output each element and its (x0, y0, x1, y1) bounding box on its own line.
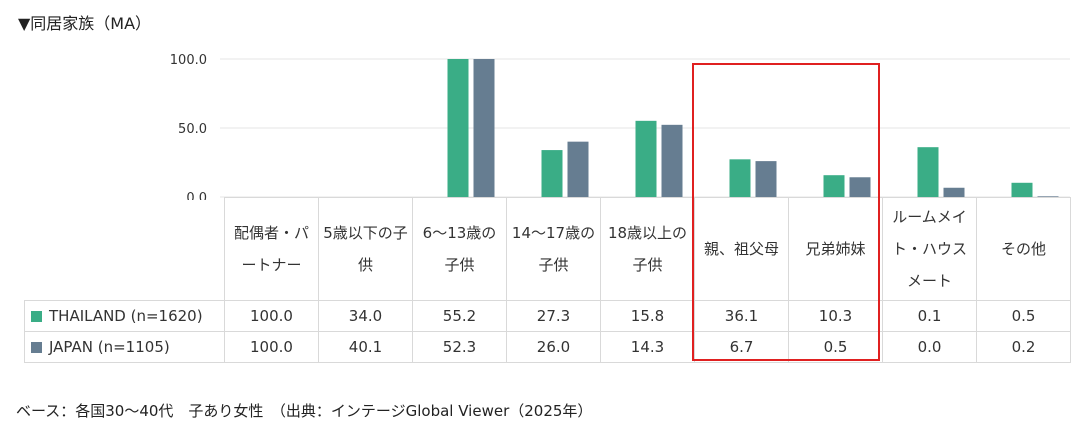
bar-japan (849, 177, 871, 197)
value-cell: 36.1 (694, 300, 789, 332)
y-tick-label: 0.0 (186, 191, 207, 200)
bar-thailand (447, 59, 469, 197)
legend-label-thailand: THAILAND (n=1620) (49, 307, 203, 325)
y-tick-label: 100.0 (170, 53, 207, 68)
value-cell: 10.3 (788, 300, 883, 332)
legend-entry-japan: JAPAN (n=1105) (24, 331, 225, 363)
category-header-row: 配偶者・パートナー 5歳以下の子供 6～13歳の子供 14～17歳の子供 18歳以上の子… (25, 197, 1071, 301)
legend-swatch-thailand (31, 311, 42, 322)
value-cell: 0.1 (882, 300, 977, 332)
value-cell: 0.0 (882, 331, 977, 363)
value-cell: 26.0 (506, 331, 601, 363)
y-tick-label: 50.0 (178, 122, 207, 137)
bar-thailand (635, 120, 657, 197)
category-label-text: 14～17歳の子供 (511, 224, 596, 274)
value-cell: 0.2 (976, 331, 1071, 363)
value-cell: 14.3 (600, 331, 695, 363)
bar-japan (567, 141, 589, 197)
table-corner (25, 198, 225, 301)
bar-thailand (541, 150, 563, 197)
bar-japan (943, 187, 965, 197)
table-row-thailand: THAILAND (n=1620) 100.0 34.0 55.2 27.3 15.8 3… (24, 300, 1071, 332)
value-cell: 55.2 (412, 300, 507, 332)
bar-thailand (917, 147, 939, 197)
bar-plot: 100.0 50.0 0.0 (170, 53, 1070, 200)
table-row-japan: JAPAN (n=1105) 100.0 40.1 52.3 26.0 14.3 6.7 0… (24, 331, 1071, 363)
category-label-text: 18歳以上の子供 (607, 224, 688, 274)
data-table: 配偶者・パートナー 5歳以下の子供 6～13歳の子供 14～17歳の子供 18歳以上の子… (24, 197, 1071, 363)
category-label-text: 5歳以下の子供 (323, 224, 408, 274)
bar-japan (473, 59, 495, 197)
value-cell: 40.1 (318, 331, 413, 363)
value-cell: 34.0 (318, 300, 413, 332)
bar-japan (661, 124, 683, 197)
category-label-2: 6～13歳の子供 (412, 197, 507, 301)
legend-label-japan: JAPAN (n=1105) (49, 338, 170, 356)
category-label-text: 親、祖父母 (703, 240, 779, 258)
category-label-1: 5歳以下の子供 (318, 197, 413, 301)
category-label-text: 6～13歳の子供 (422, 224, 497, 274)
category-label-text: 配偶者・パートナー (233, 224, 309, 274)
category-label-7: ルームメイト・ハウスメート (882, 197, 977, 301)
value-cell: 6.7 (694, 331, 789, 363)
value-cell: 0.5 (788, 331, 883, 363)
value-cell: 100.0 (224, 331, 319, 363)
bar-thailand (823, 175, 845, 197)
category-label-text: その他 (1000, 240, 1046, 258)
legend-swatch-japan (31, 342, 42, 353)
value-cell: 52.3 (412, 331, 507, 363)
bar-thailand (1011, 182, 1033, 197)
value-cell: 0.5 (976, 300, 1071, 332)
value-cell: 15.8 (600, 300, 695, 332)
legend-entry-thailand: THAILAND (n=1620) (24, 300, 225, 332)
value-cell: 27.3 (506, 300, 601, 332)
bar-japan (755, 161, 777, 197)
value-cell: 100.0 (224, 300, 319, 332)
category-label-text: ルームメイト・ハウスメート (891, 208, 967, 290)
source-note: ベース：各国30～40代 子あり女性 （出典：インテージGlobal Viewe… (16, 402, 593, 420)
category-label-4: 18歳以上の子供 (600, 197, 695, 301)
bar-thailand (729, 159, 751, 197)
category-label-6: 兄弟姉妹 (788, 197, 883, 301)
bar-japan (1037, 196, 1059, 197)
category-label-0: 配偶者・パートナー (224, 197, 319, 301)
chart-title: ▼同居家族（MA） (18, 14, 152, 33)
category-label-8: その他 (976, 197, 1071, 301)
category-label-text: 兄弟姉妹 (805, 240, 866, 258)
category-label-3: 14～17歳の子供 (506, 197, 601, 301)
category-label-5: 親、祖父母 (694, 197, 789, 301)
